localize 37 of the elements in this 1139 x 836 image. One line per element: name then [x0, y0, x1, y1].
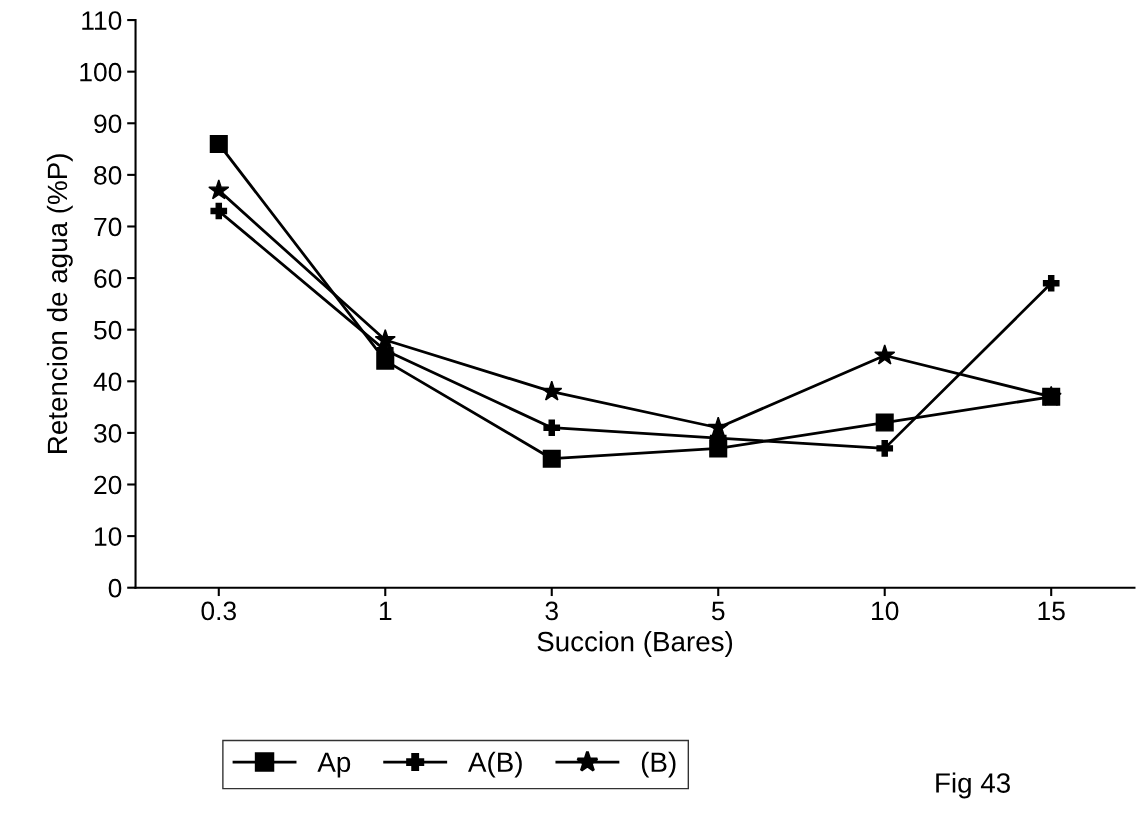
legend-label: (B)	[641, 751, 676, 778]
point	[376, 351, 395, 370]
point	[542, 449, 561, 468]
point	[875, 413, 894, 432]
point	[543, 419, 561, 437]
y-tick-label: 80	[94, 166, 122, 185]
x-tick-label: 1	[379, 601, 392, 621]
y-tick-label: 60	[94, 269, 122, 288]
y-tick-label: 110	[82, 11, 122, 30]
y-tick-label: 50	[94, 320, 122, 340]
y-tick-label: 20	[94, 475, 122, 495]
x-tick-label: 10	[872, 601, 899, 621]
x-tick-label: 5	[711, 601, 725, 621]
point	[209, 134, 228, 153]
y-tick-label: 40	[93, 372, 122, 392]
point	[874, 344, 896, 365]
y-tick-label: 90	[94, 114, 122, 134]
legend-label: A(B)	[468, 751, 522, 778]
y-tick-label: 10	[95, 527, 122, 546]
point	[709, 439, 728, 458]
point	[541, 380, 563, 401]
point	[210, 202, 228, 220]
point	[1042, 387, 1061, 406]
x-tick-label: 15	[1038, 601, 1065, 621]
point	[1042, 274, 1060, 292]
y-tick-label: 100	[80, 62, 122, 82]
x-tick-label: 3	[545, 601, 558, 621]
x-axis-title: Succion (Bares)	[537, 631, 733, 657]
caption: Fig 43	[936, 772, 1010, 799]
y-tick-label: 0	[108, 578, 122, 598]
x-tick-label: 0.3	[201, 601, 236, 621]
y-tick-label: 70	[94, 217, 122, 237]
legend-label: Ap	[317, 752, 351, 778]
point	[876, 440, 894, 457]
point	[208, 179, 230, 200]
y-tick-label: 30	[94, 424, 122, 443]
y-axis-title: Retencion de agua (%P)	[46, 154, 73, 453]
